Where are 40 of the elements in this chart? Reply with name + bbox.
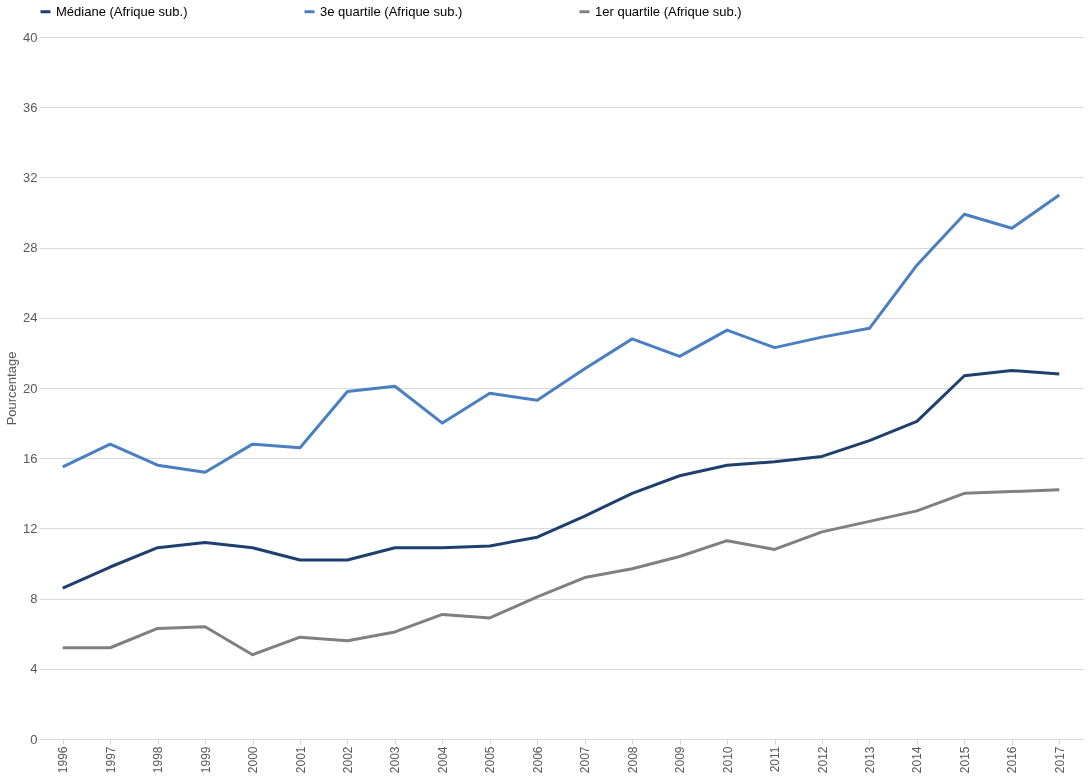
y-tick-label: 12 <box>23 520 38 536</box>
x-tick-label: 2010 <box>720 746 735 774</box>
y-tick-label: 0 <box>30 731 38 747</box>
x-tick-label: 2002 <box>340 746 355 774</box>
x-tick-label: 2007 <box>578 746 593 774</box>
y-tick-label: 8 <box>30 591 38 607</box>
x-tick-label: 1998 <box>151 746 166 774</box>
x-tick-label: 1999 <box>198 746 213 774</box>
y-tick-label: 4 <box>30 661 38 677</box>
x-tick-label: 2013 <box>862 746 877 774</box>
x-tick-label: 2008 <box>625 746 640 774</box>
line-series <box>61 488 1061 657</box>
x-tick-label: 2000 <box>246 746 261 774</box>
x-tick-label: 1996 <box>56 746 71 774</box>
x-tick-label: 2015 <box>957 746 972 774</box>
legend-label: 3e quartile (Afrique sub.) <box>320 3 463 19</box>
y-tick-label: 20 <box>23 380 38 396</box>
x-tick-label: 2017 <box>1052 746 1067 774</box>
x-tick-label: 2004 <box>435 746 450 774</box>
x-tick-label: 2001 <box>293 746 308 774</box>
x-tick-label: 2016 <box>1005 746 1020 774</box>
x-tick-label: 1997 <box>103 746 118 774</box>
x-tick-label: 2005 <box>483 746 498 774</box>
y-tick-label: 36 <box>23 99 38 115</box>
x-tick-label: 2011 <box>768 746 783 773</box>
x-tick-label: 2014 <box>910 746 925 774</box>
y-tick-label: 16 <box>23 450 38 466</box>
line-series <box>61 368 1061 590</box>
x-tick-label: 2009 <box>673 746 688 774</box>
y-tick-label: 24 <box>23 310 38 326</box>
y-axis-title: Pourcentage <box>4 351 20 426</box>
x-tick-label: 2012 <box>815 746 830 774</box>
y-tick-label: 28 <box>23 240 38 256</box>
y-tick-label: 32 <box>23 169 38 185</box>
line-series <box>61 193 1061 474</box>
x-tick-label: 2006 <box>530 746 545 774</box>
legend-label: Médiane (Afrique sub.) <box>56 3 188 19</box>
x-tick-label: 2003 <box>388 746 403 774</box>
legend-label: 1er quartile (Afrique sub.) <box>595 3 742 19</box>
y-tick-label: 40 <box>23 29 38 45</box>
